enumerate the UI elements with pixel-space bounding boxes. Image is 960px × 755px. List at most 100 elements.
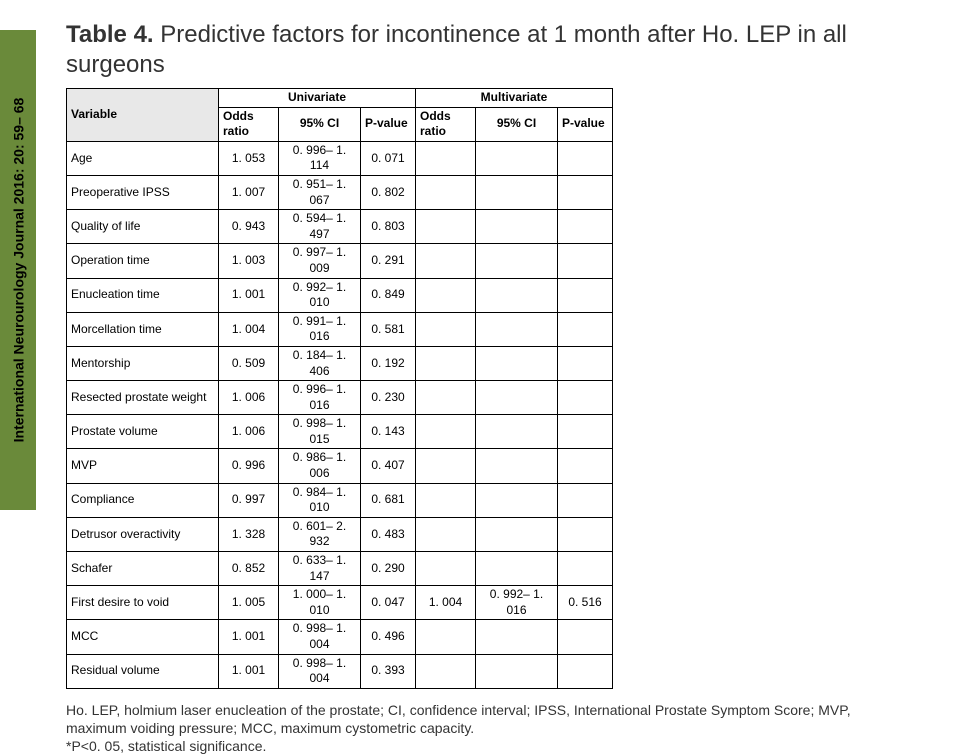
cell-multi-ci bbox=[476, 141, 558, 175]
cell-uni-ci: 0. 998– 1. 004 bbox=[279, 654, 361, 688]
cell-uni-odds: 0. 509 bbox=[219, 346, 279, 380]
cell-variable: First desire to void bbox=[67, 586, 219, 620]
cell-uni-odds: 1. 003 bbox=[219, 244, 279, 278]
journal-citation: International Neurourology Journal 2016:… bbox=[10, 98, 26, 443]
cell-variable: Quality of life bbox=[67, 210, 219, 244]
cell-uni-odds: 1. 006 bbox=[219, 415, 279, 449]
cell-variable: Mentorship bbox=[67, 346, 219, 380]
cell-multi-p bbox=[558, 141, 613, 175]
table-row: Prostate volume1. 0060. 998– 1. 0150. 14… bbox=[67, 415, 613, 449]
cell-variable: Residual volume bbox=[67, 654, 219, 688]
cell-multi-p bbox=[558, 381, 613, 415]
cell-multi-p bbox=[558, 415, 613, 449]
cell-uni-odds: 1. 006 bbox=[219, 381, 279, 415]
cell-multi-p bbox=[558, 210, 613, 244]
cell-variable: Operation time bbox=[67, 244, 219, 278]
cell-multi-odds bbox=[416, 346, 476, 380]
header-uni-odds: Odds ratio bbox=[219, 107, 279, 141]
header-univariate: Univariate bbox=[219, 89, 416, 108]
table-row: MVP0. 9960. 986– 1. 0060. 407 bbox=[67, 449, 613, 483]
cell-uni-ci: 0. 633– 1. 147 bbox=[279, 552, 361, 586]
cell-uni-odds: 1. 001 bbox=[219, 278, 279, 312]
cell-uni-p: 0. 393 bbox=[361, 654, 416, 688]
table-row: Morcellation time1. 0040. 991– 1. 0160. … bbox=[67, 312, 613, 346]
cell-multi-p bbox=[558, 620, 613, 654]
cell-uni-p: 0. 681 bbox=[361, 483, 416, 517]
cell-multi-ci bbox=[476, 620, 558, 654]
cell-multi-odds bbox=[416, 312, 476, 346]
cell-uni-p: 0. 143 bbox=[361, 415, 416, 449]
cell-multi-p bbox=[558, 175, 613, 209]
cell-uni-ci: 0. 996– 1. 016 bbox=[279, 381, 361, 415]
cell-variable: Age bbox=[67, 141, 219, 175]
cell-uni-p: 0. 192 bbox=[361, 346, 416, 380]
cell-uni-p: 0. 071 bbox=[361, 141, 416, 175]
cell-uni-ci: 0. 184– 1. 406 bbox=[279, 346, 361, 380]
cell-variable: MVP bbox=[67, 449, 219, 483]
cell-multi-p bbox=[558, 449, 613, 483]
cell-uni-p: 0. 849 bbox=[361, 278, 416, 312]
cell-multi-ci bbox=[476, 552, 558, 586]
cell-uni-odds: 1. 328 bbox=[219, 517, 279, 551]
cell-multi-odds bbox=[416, 654, 476, 688]
cell-uni-ci: 0. 997– 1. 009 bbox=[279, 244, 361, 278]
cell-uni-p: 0. 496 bbox=[361, 620, 416, 654]
table-row: Residual volume1. 0010. 998– 1. 0040. 39… bbox=[67, 654, 613, 688]
header-variable: Variable bbox=[67, 89, 219, 142]
table-row: Quality of life0. 9430. 594– 1. 4970. 80… bbox=[67, 210, 613, 244]
cell-uni-ci: 0. 998– 1. 004 bbox=[279, 620, 361, 654]
cell-variable: Compliance bbox=[67, 483, 219, 517]
cell-variable: Schafer bbox=[67, 552, 219, 586]
cell-variable: Resected prostate weight bbox=[67, 381, 219, 415]
cell-multi-p: 0. 516 bbox=[558, 586, 613, 620]
table-row: Preoperative IPSS1. 0070. 951– 1. 0670. … bbox=[67, 175, 613, 209]
cell-uni-p: 0. 407 bbox=[361, 449, 416, 483]
cell-uni-p: 0. 230 bbox=[361, 381, 416, 415]
cell-multi-ci: 0. 992– 1. 016 bbox=[476, 586, 558, 620]
cell-multi-ci bbox=[476, 175, 558, 209]
cell-uni-ci: 0. 998– 1. 015 bbox=[279, 415, 361, 449]
cell-multi-odds bbox=[416, 175, 476, 209]
cell-multi-ci bbox=[476, 278, 558, 312]
cell-variable: Morcellation time bbox=[67, 312, 219, 346]
journal-sidebar: International Neurourology Journal 2016:… bbox=[0, 30, 36, 510]
cell-uni-ci: 0. 951– 1. 067 bbox=[279, 175, 361, 209]
cell-multi-odds bbox=[416, 552, 476, 586]
table-number: Table 4. bbox=[66, 21, 154, 48]
cell-multi-p bbox=[558, 552, 613, 586]
table-caption: Predictive factors for incontinence at 1… bbox=[66, 21, 847, 78]
cell-variable: MCC bbox=[67, 620, 219, 654]
table-row: Age1. 0530. 996– 1. 1140. 071 bbox=[67, 141, 613, 175]
cell-variable: Enucleation time bbox=[67, 278, 219, 312]
cell-uni-p: 0. 581 bbox=[361, 312, 416, 346]
predictive-factors-table: Variable Univariate Multivariate Odds ra… bbox=[66, 88, 613, 689]
cell-uni-odds: 1. 004 bbox=[219, 312, 279, 346]
cell-multi-odds bbox=[416, 210, 476, 244]
cell-multi-p bbox=[558, 346, 613, 380]
header-multi-odds: Odds ratio bbox=[416, 107, 476, 141]
cell-multi-ci bbox=[476, 381, 558, 415]
cell-uni-ci: 0. 601– 2. 932 bbox=[279, 517, 361, 551]
cell-multi-p bbox=[558, 517, 613, 551]
cell-multi-p bbox=[558, 483, 613, 517]
header-multivariate: Multivariate bbox=[416, 89, 613, 108]
cell-multi-odds bbox=[416, 517, 476, 551]
cell-multi-p bbox=[558, 654, 613, 688]
cell-uni-odds: 0. 943 bbox=[219, 210, 279, 244]
cell-multi-ci bbox=[476, 483, 558, 517]
cell-multi-odds bbox=[416, 620, 476, 654]
header-multi-p: P-value bbox=[558, 107, 613, 141]
cell-uni-p: 0. 803 bbox=[361, 210, 416, 244]
cell-uni-odds: 1. 007 bbox=[219, 175, 279, 209]
cell-multi-odds bbox=[416, 278, 476, 312]
table-title: Table 4. Predictive factors for incontin… bbox=[66, 20, 940, 80]
cell-multi-ci bbox=[476, 415, 558, 449]
table-row: Operation time1. 0030. 997– 1. 0090. 291 bbox=[67, 244, 613, 278]
cell-uni-ci: 1. 000– 1. 010 bbox=[279, 586, 361, 620]
table-row: Mentorship0. 5090. 184– 1. 4060. 192 bbox=[67, 346, 613, 380]
header-uni-p: P-value bbox=[361, 107, 416, 141]
table-header-row-1: Variable Univariate Multivariate bbox=[67, 89, 613, 108]
cell-multi-ci bbox=[476, 210, 558, 244]
cell-uni-odds: 1. 053 bbox=[219, 141, 279, 175]
main-content: Table 4. Predictive factors for incontin… bbox=[66, 20, 940, 755]
